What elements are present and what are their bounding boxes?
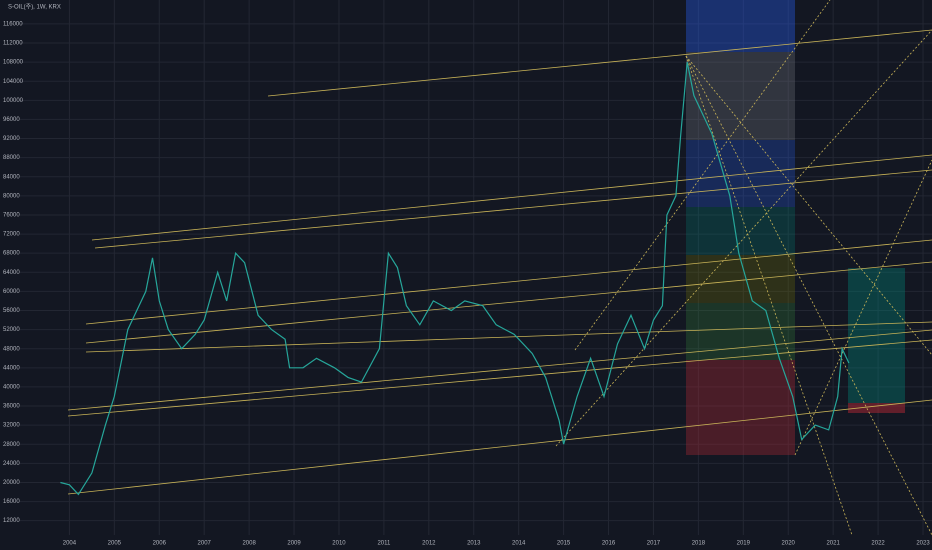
x-tick-label: 2020 [782, 541, 796, 547]
trend-line [67, 399, 932, 495]
y-tick-label: 88000 [3, 155, 20, 161]
y-tick-label: 84000 [3, 174, 20, 180]
y-tick-label: 92000 [3, 136, 20, 142]
pitchfork-line [685, 55, 932, 536]
pitchfork-line [574, 0, 831, 351]
stop-zone [848, 403, 905, 413]
fib-zone [686, 140, 795, 207]
y-tick-label: 64000 [3, 270, 20, 276]
trend-line [85, 321, 932, 353]
pitchfork-line [555, 29, 932, 447]
y-tick-label: 80000 [3, 193, 20, 199]
x-tick-label: 2013 [467, 541, 481, 547]
trend-line [94, 169, 932, 249]
y-tick-label: 104000 [3, 79, 24, 85]
y-tick-label: 52000 [3, 327, 20, 333]
fib-zone [686, 207, 795, 255]
trend-line [91, 154, 932, 241]
y-tick-label: 48000 [3, 346, 20, 352]
chart-title: S-OIL(주), 1W, KRX [8, 4, 61, 11]
trend-line [267, 29, 932, 97]
y-tick-label: 28000 [3, 442, 20, 448]
y-tick-label: 72000 [3, 232, 20, 238]
y-tick-label: 16000 [3, 499, 20, 505]
trend-line [85, 239, 932, 325]
trend-line [67, 329, 932, 411]
pitchfork-line [685, 55, 853, 536]
x-tick-label: 2014 [512, 541, 526, 547]
y-tick-label: 60000 [3, 289, 20, 295]
y-tick-label: 96000 [3, 117, 20, 123]
x-tick-label: 2010 [332, 541, 346, 547]
x-tick-label: 2022 [871, 541, 885, 547]
drawings [67, 0, 932, 536]
pitchfork-line [685, 55, 932, 356]
x-tick-label: 2006 [153, 541, 167, 547]
y-tick-label: 32000 [3, 423, 20, 429]
x-tick-label: 2023 [916, 541, 930, 547]
y-tick-label: 68000 [3, 251, 20, 257]
x-tick-label: 2019 [737, 541, 751, 547]
y-tick-label: 36000 [3, 404, 20, 410]
x-tick-label: 2005 [108, 541, 122, 547]
y-tick-label: 56000 [3, 308, 20, 314]
trend-line [67, 339, 932, 417]
y-tick-label: 76000 [3, 213, 20, 219]
y-tick-label: 20000 [3, 480, 20, 486]
fib-zone [686, 360, 795, 455]
x-tick-label: 2017 [647, 541, 661, 547]
trend-line [85, 261, 932, 344]
x-tick-label: 2018 [692, 541, 706, 547]
y-tick-label: 12000 [3, 518, 20, 524]
y-tick-label: 100000 [3, 98, 24, 104]
y-tick-label: 108000 [3, 60, 24, 66]
fib-zone [686, 255, 795, 303]
fib-zone [686, 0, 795, 52]
y-tick-label: 112000 [3, 41, 23, 47]
x-tick-label: 2009 [287, 541, 301, 547]
price-line [60, 61, 850, 496]
x-tick-label: 2011 [377, 541, 391, 547]
x-tick-label: 2021 [826, 541, 840, 547]
x-tick-label: 2008 [242, 541, 256, 547]
x-tick-label: 2012 [422, 541, 436, 547]
x-tick-label: 2004 [63, 541, 77, 547]
y-tick-label: 24000 [3, 461, 20, 467]
x-tick-label: 2007 [198, 541, 212, 547]
x-tick-label: 2016 [602, 541, 616, 547]
x-tick-label: 2015 [557, 541, 571, 547]
fib-zone [686, 52, 795, 140]
y-tick-label: 44000 [3, 365, 20, 371]
y-tick-label: 40000 [3, 384, 20, 390]
y-tick-label: 116000 [3, 21, 23, 27]
